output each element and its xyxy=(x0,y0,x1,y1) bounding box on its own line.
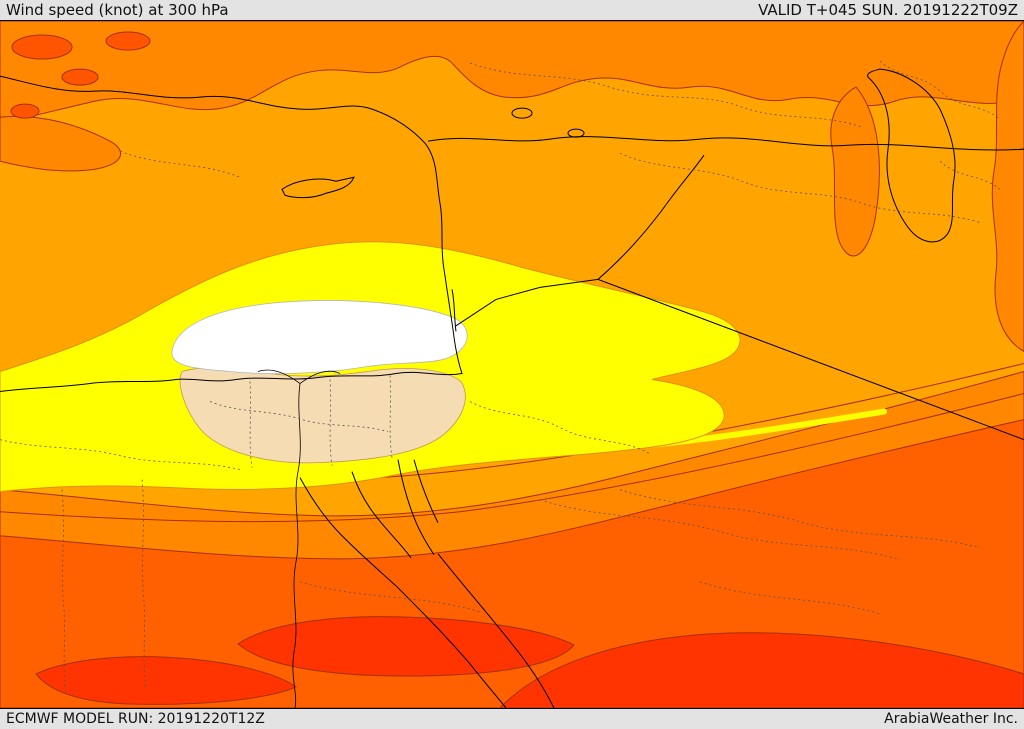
gulf-of-aqaba-west-shore xyxy=(397,459,435,556)
band-red-core-right xyxy=(499,632,1024,708)
band-yellow xyxy=(0,241,741,493)
country-borders xyxy=(0,68,1024,708)
admin-boundaries xyxy=(0,60,1001,695)
admin-line xyxy=(389,375,393,458)
spot-red-aegean-2 xyxy=(105,31,151,51)
band-dark-orange-tongue xyxy=(830,86,880,257)
rivers xyxy=(257,369,341,708)
map-title: Wind speed (knot) at 300 hPa xyxy=(6,1,229,19)
credit: ArabiaWeather Inc. xyxy=(884,711,1018,727)
caspian-sea-outline xyxy=(867,68,956,243)
turkey-southern-border xyxy=(427,136,1024,151)
admin-line xyxy=(141,479,147,691)
admin-line xyxy=(299,581,481,613)
admin-line xyxy=(469,62,863,128)
nile-delta-west-branch xyxy=(257,369,301,384)
admin-line xyxy=(939,160,1001,190)
band-dark-orange-right-edge xyxy=(991,21,1024,353)
red-sea-east-shore xyxy=(437,553,555,708)
cyprus-island xyxy=(281,176,355,199)
anatolian-lake-1 xyxy=(511,107,533,119)
map-area xyxy=(0,21,1024,708)
admin-line xyxy=(0,439,241,471)
red-sea-west-shore xyxy=(395,585,507,708)
band-cream xyxy=(179,367,466,464)
valid-time: VALID T+045 SUN. 20191222T09Z xyxy=(758,1,1018,19)
gradient-contour-2 xyxy=(0,393,1024,523)
saudi-diagonal-border xyxy=(454,278,1024,441)
band-red-core-center xyxy=(237,616,575,677)
iraq-western-border xyxy=(597,154,705,280)
model-run: ECMWF MODEL RUN: 20191220T12Z xyxy=(6,711,265,727)
header-bar: Wind speed (knot) at 300 hPa VALID T+045… xyxy=(0,0,1024,21)
admin-line xyxy=(61,489,67,695)
mediterranean-coastline xyxy=(0,75,463,393)
wind-speed-map-canvas xyxy=(0,21,1024,708)
band-red-core-left xyxy=(35,656,298,705)
nile-delta-east-branch xyxy=(299,370,341,384)
gulf-of-suez-east-shore xyxy=(351,471,412,559)
nile-river xyxy=(292,383,301,708)
admin-line xyxy=(619,152,983,224)
spot-red-aegean-4 xyxy=(10,103,40,119)
gulf-of-suez-west-shore xyxy=(299,477,397,587)
spot-red-aegean-3 xyxy=(61,68,99,86)
contour-bands xyxy=(0,21,1024,708)
gulf-of-aqaba-east-shore xyxy=(413,459,439,523)
admin-line xyxy=(699,581,881,615)
band-dark-orange-left-lobe xyxy=(0,115,122,172)
admin-line xyxy=(119,150,241,178)
band-white xyxy=(171,300,468,374)
anatolian-lake-2 xyxy=(567,128,585,138)
footer-bar: ECMWF MODEL RUN: 20191220T12Z ArabiaWeat… xyxy=(0,708,1024,729)
spot-red-aegean-1 xyxy=(11,34,73,60)
admin-line xyxy=(879,60,1001,120)
jordan-valley-line xyxy=(451,289,457,332)
band-dark-orange-top xyxy=(0,21,1024,124)
